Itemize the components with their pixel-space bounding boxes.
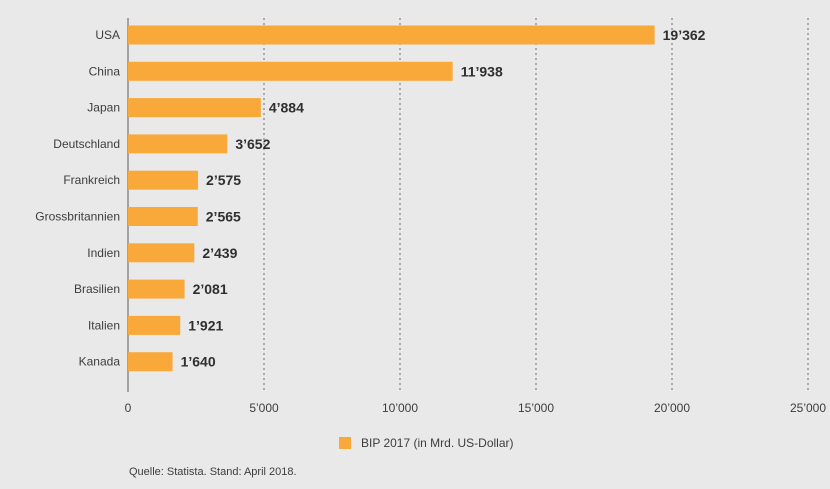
data-label: 4’884: [269, 100, 304, 116]
category-label: Indien: [87, 246, 120, 260]
category-label: Deutschland: [53, 137, 120, 151]
bar: [128, 315, 181, 335]
data-label: 11’938: [461, 63, 503, 79]
data-label: 2’081: [193, 281, 228, 297]
source-note: Quelle: Statista. Stand: April 2018.: [129, 466, 297, 478]
bar: [128, 98, 261, 118]
data-label: 1’640: [181, 354, 216, 370]
category-label: Italien: [88, 318, 120, 332]
data-label: 2’565: [206, 209, 241, 225]
category-label: Frankreich: [63, 173, 120, 187]
bar: [128, 243, 195, 263]
bar-chart: 0 5’000 10’000 15’000 20’000 25’000 USA 19’362 C…: [35, 18, 826, 415]
data-label: 2’439: [202, 245, 237, 261]
data-label: 1’921: [188, 317, 223, 333]
bar: [128, 170, 199, 190]
bar: [128, 134, 228, 154]
category-label: Grossbritannien: [35, 210, 120, 224]
legend-label: BIP 2017 (in Mrd. US-Dollar): [361, 436, 514, 450]
data-label: 3’652: [235, 136, 270, 152]
x-tick-label: 0: [125, 401, 132, 415]
bar: [128, 207, 198, 226]
category-label: Japan: [87, 101, 120, 115]
bar: [128, 25, 655, 45]
legend-swatch: [339, 437, 351, 449]
data-label: 2’575: [206, 172, 241, 188]
category-label: Kanada: [79, 355, 121, 369]
bar: [128, 279, 185, 299]
x-tick-label: 5’000: [249, 401, 279, 415]
x-tick-label: 20’000: [654, 401, 690, 415]
category-label: China: [89, 64, 121, 78]
x-tick-label: 15’000: [518, 401, 554, 415]
bar: [128, 352, 173, 372]
bar: [128, 61, 453, 81]
category-label: USA: [95, 28, 120, 42]
x-tick-label: 10’000: [382, 401, 418, 415]
legend: BIP 2017 (in Mrd. US-Dollar): [339, 436, 514, 450]
data-label: 19’362: [663, 27, 706, 43]
x-tick-label: 25’000: [790, 401, 826, 415]
category-label: Brasilien: [74, 282, 120, 296]
